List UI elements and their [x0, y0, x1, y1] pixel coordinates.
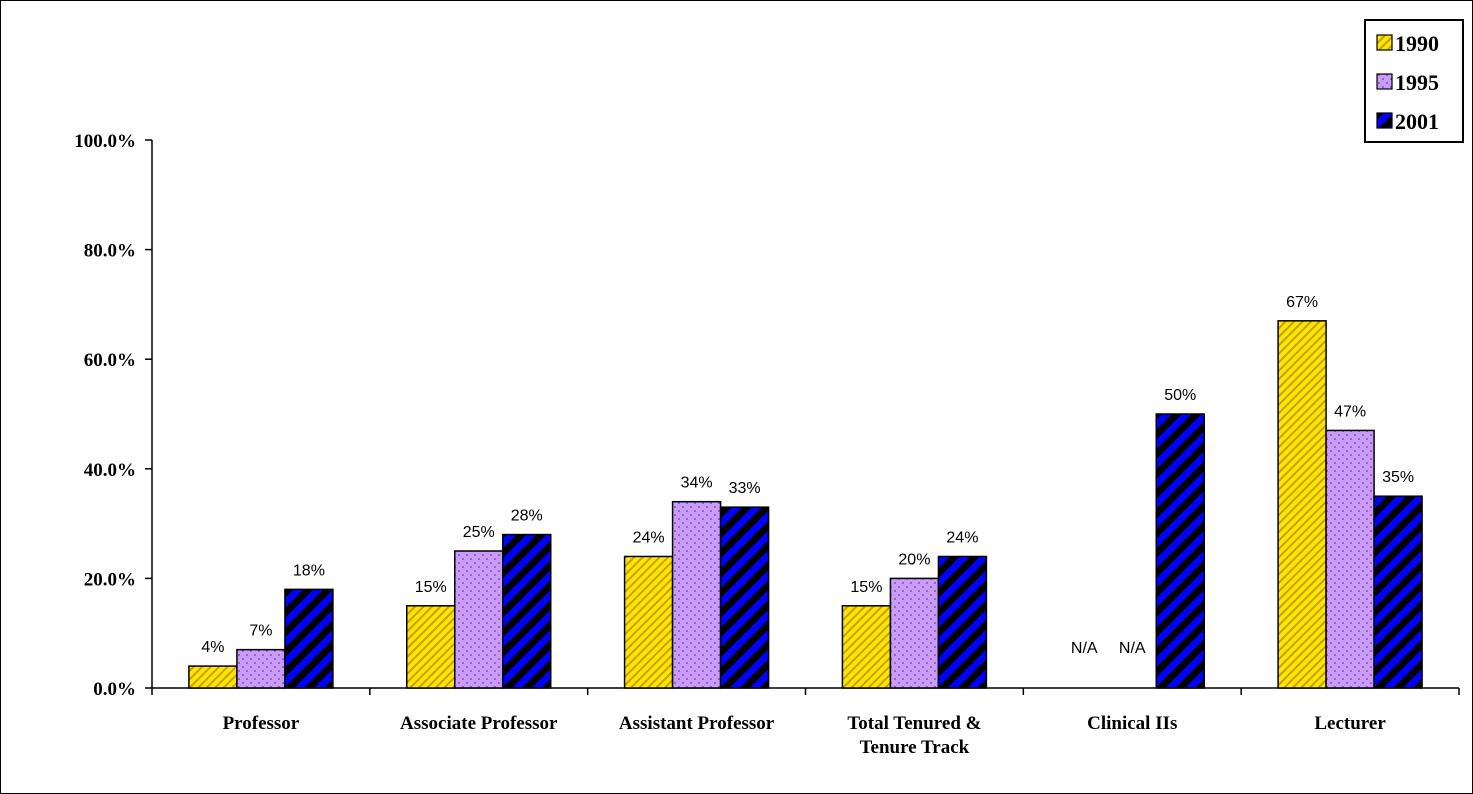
data-label: 20%	[898, 551, 930, 568]
bar	[841, 605, 892, 689]
data-label: 50%	[1164, 387, 1196, 404]
category-label: Associate Professor	[400, 713, 558, 734]
data-label: 18%	[293, 562, 325, 579]
bar	[284, 588, 334, 689]
bar	[502, 533, 552, 689]
category-label: Lecturer	[1314, 713, 1386, 734]
category-label: Professor	[223, 713, 300, 734]
data-label: N/A	[1071, 640, 1098, 657]
legend-swatch	[1376, 34, 1393, 51]
bar	[889, 577, 940, 689]
bar	[1325, 429, 1375, 689]
y-tick-label: 20.0%	[84, 569, 136, 590]
legend-label: 2001	[1395, 109, 1439, 134]
bar	[454, 550, 504, 689]
legend: 1990 1995 2001	[1364, 19, 1464, 143]
data-label: 24%	[946, 529, 978, 546]
legend-swatch	[1376, 73, 1393, 90]
bars	[188, 320, 1423, 689]
data-label: 35%	[1382, 469, 1414, 486]
data-label: 4%	[201, 639, 224, 656]
bar	[1155, 413, 1205, 689]
data-label: 24%	[633, 529, 665, 546]
data-label: 33%	[729, 480, 761, 497]
y-tick-label: 40.0%	[84, 460, 136, 481]
bar	[1277, 320, 1327, 689]
bar	[1373, 495, 1423, 689]
y-tick-label: 60.0%	[84, 350, 136, 371]
axes: 0.0% 20.0% 40.0% 60.0% 80.0% 100.0% Professor A…	[74, 131, 1460, 758]
category-label: Total Tenured & Tenure Track	[847, 713, 981, 758]
category-label: Assistant Professor	[619, 713, 775, 734]
bar	[188, 665, 238, 689]
data-labels: 4% 15% 24% 15% N/A 67% 7% 25% 34% 20% N/A 47% 18% 28%…	[201, 294, 1414, 657]
bar	[406, 605, 456, 689]
data-label: 67%	[1286, 294, 1318, 311]
y-tick-label: 80.0%	[84, 241, 136, 262]
bar	[623, 555, 674, 689]
data-label: 34%	[681, 475, 713, 492]
data-label: 25%	[463, 524, 495, 541]
bar	[719, 506, 770, 689]
legend-swatch	[1376, 112, 1393, 129]
category-label: Clinical IIs	[1087, 713, 1177, 734]
bar	[671, 500, 722, 689]
y-tick-label: 100.0%	[74, 131, 136, 152]
legend-label: 1995	[1395, 70, 1439, 95]
data-label: 28%	[511, 508, 543, 525]
y-tick-label: 0.0%	[93, 679, 136, 700]
data-label: 15%	[850, 579, 882, 596]
bar	[937, 555, 988, 689]
data-label: N/A	[1119, 640, 1146, 657]
data-label: 47%	[1334, 403, 1366, 420]
bar	[236, 648, 286, 689]
data-label: 15%	[415, 579, 447, 596]
data-label: 7%	[249, 623, 272, 640]
legend-label: 1990	[1395, 31, 1439, 56]
